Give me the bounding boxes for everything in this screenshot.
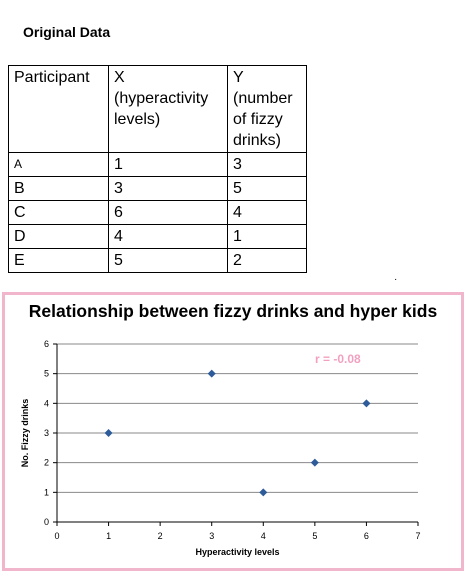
data-point	[310, 458, 319, 467]
data-point	[104, 429, 113, 437]
data-point	[207, 369, 216, 378]
table-cell: E	[8, 248, 109, 273]
y-tick-label: 0	[44, 517, 49, 527]
data-point	[362, 399, 371, 408]
column-header: Y (number of fizzy drinks)	[227, 65, 307, 153]
column-header: X (hyperactivity levels)	[108, 65, 228, 153]
x-tick-label: 3	[209, 531, 214, 541]
table-cell: 1	[227, 224, 307, 249]
chart-title: Relationship between fizzy drinks and hy…	[28, 301, 438, 321]
table-row: B 3 5	[8, 176, 307, 201]
data-point	[259, 488, 268, 497]
x-tick-label: 2	[158, 531, 163, 541]
column-header: Participant	[8, 65, 109, 153]
y-tick-label: 4	[44, 398, 49, 408]
x-tick-label: 6	[364, 531, 369, 541]
table-cell: A	[8, 152, 109, 177]
table-cell: 4	[108, 224, 228, 249]
table-cell: 5	[108, 248, 228, 273]
table-row: C 6 4	[8, 200, 307, 225]
table-cell: 2	[227, 248, 307, 273]
table-cell: 6	[108, 200, 228, 225]
chart-frame: Relationship between fizzy drinks and hy…	[2, 292, 464, 571]
table-cell: 1	[108, 152, 228, 177]
table-header-row: Participant X (hyperactivity levels) Y (…	[8, 65, 307, 153]
x-tick-label: 5	[312, 531, 317, 541]
stray-mark: ·	[394, 274, 398, 285]
table-cell: 3	[108, 176, 228, 201]
x-tick-label: 7	[415, 531, 420, 541]
y-tick-label: 1	[44, 487, 49, 497]
y-tick-label: 3	[44, 428, 49, 438]
table-cell: 5	[227, 176, 307, 201]
table-cell: D	[8, 224, 109, 249]
y-tick-label: 2	[44, 458, 49, 468]
data-table: Participant X (hyperactivity levels) Y (…	[8, 65, 307, 273]
table-cell: C	[8, 200, 109, 225]
x-tick-label: 4	[261, 531, 266, 541]
section-title: Original Data	[23, 24, 111, 40]
y-tick-label: 5	[44, 369, 49, 379]
y-tick-label: 6	[44, 339, 49, 349]
scatter-plot: 0 1 2 3 4 5 6 0 1 2 3 4 5 6 7 Hyperactivity levels No.…	[20, 339, 421, 557]
table-row: D 4 1	[8, 224, 307, 249]
x-tick-label: 1	[106, 531, 111, 541]
y-axis-label: No. Fizzy drinks	[20, 399, 30, 468]
table-cell: B	[8, 176, 109, 201]
table-cell: 3	[227, 152, 307, 177]
x-axis-label: Hyperactivity levels	[195, 547, 279, 557]
table-row: E 5 2	[8, 248, 307, 273]
correlation-annotation: r = -0.08	[315, 352, 361, 366]
table-cell: 4	[227, 200, 307, 225]
table-row: A 1 3	[8, 152, 307, 177]
x-tick-label: 0	[54, 531, 59, 541]
